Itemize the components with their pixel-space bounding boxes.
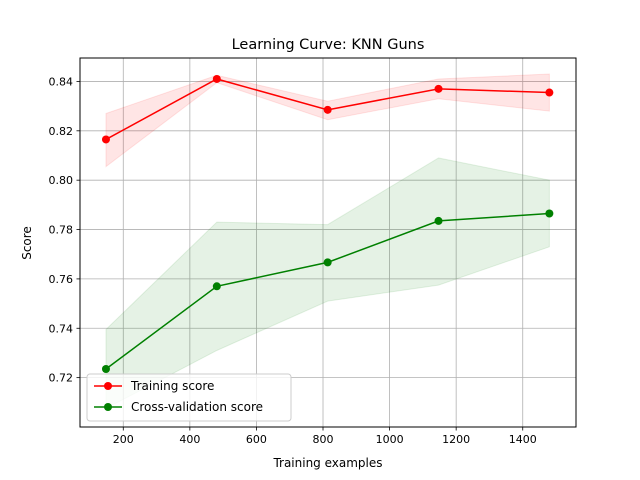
chart-title: Learning Curve: KNN Guns — [232, 37, 425, 53]
legend: Training score Cross-validation score — [86, 373, 292, 422]
x-tick-label: 600 — [246, 433, 267, 446]
point-series-1 — [434, 216, 443, 225]
legend-box — [86, 373, 292, 422]
x-tick-label: 1400 — [509, 433, 537, 446]
point-series-0 — [101, 135, 110, 144]
y-tick-label: 0.82 — [49, 125, 74, 138]
point-series-1 — [545, 209, 554, 218]
axis-ticks: 200 400 600 800 1000 1200 1400 0.72 0.74 0.76 0.78… — [49, 75, 537, 446]
y-axis-label: Score — [20, 226, 34, 260]
series-lines — [101, 74, 554, 373]
x-tick-label: 1200 — [442, 433, 470, 446]
y-tick-label: 0.78 — [49, 224, 74, 237]
y-tick-label: 0.72 — [49, 372, 74, 385]
legend-marker-training — [104, 382, 112, 390]
y-tick-label: 0.80 — [49, 174, 74, 187]
x-tick-label: 200 — [113, 433, 134, 446]
legend-label-training: Training score — [130, 379, 214, 393]
point-series-0 — [545, 88, 554, 97]
point-series-1 — [101, 364, 110, 373]
point-series-0 — [434, 84, 443, 93]
point-series-1 — [323, 258, 332, 267]
y-tick-label: 0.74 — [49, 322, 74, 335]
legend-marker-cv — [104, 403, 112, 411]
band-series-0 — [105, 73, 550, 168]
point-series-0 — [212, 74, 221, 83]
x-tick-label: 400 — [179, 433, 200, 446]
x-tick-label: 1000 — [376, 433, 404, 446]
plot-area-frame — [79, 57, 577, 428]
x-tick-label: 800 — [313, 433, 334, 446]
point-series-1 — [212, 282, 221, 291]
y-tick-label: 0.76 — [49, 273, 74, 286]
y-tick-label: 0.84 — [49, 75, 74, 88]
x-axis-label: Training examples — [272, 456, 382, 470]
point-series-0 — [323, 105, 332, 114]
legend-label-cv: Cross-validation score — [131, 400, 263, 414]
